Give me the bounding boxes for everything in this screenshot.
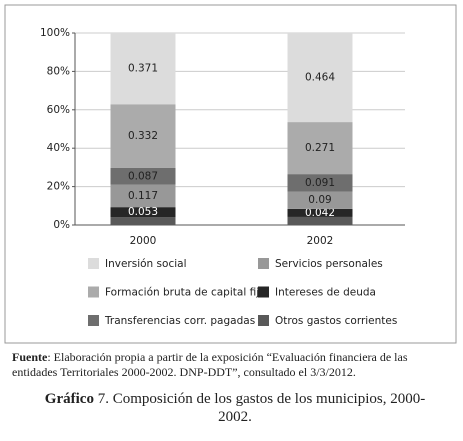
figure-text: 7. Composición de los gastos de los muni… [93,391,426,425]
legend-swatch [258,315,269,326]
legend-label: Inversión social [105,258,186,270]
legend-swatch [258,258,269,269]
chart: 0% 20% 40% 60% 80% 100% 2000 0.053 0.117 0.087 0.3… [4,4,457,344]
legend-label: Servicios personales [275,258,383,270]
value-label: 0.332 [128,130,158,142]
value-label: 0.091 [305,177,335,189]
legend-swatch [258,286,269,298]
bar-segment [110,33,176,105]
x-tick-label: 2002 [307,235,334,247]
value-label: 0.271 [305,142,335,154]
source-note: Fuente: Elaboración propia a partir de l… [12,350,452,380]
y-tick-label: 20% [47,181,70,193]
y-tick-label: 60% [47,104,70,116]
bar-segment [110,217,176,225]
y-tick-label: 80% [47,65,70,77]
source-text: : Elaboración propia a partir de la expo… [12,350,408,379]
bar-segment [287,216,353,225]
y-tick-label: 40% [47,142,70,154]
bar-segment [287,122,353,175]
legend-swatch [88,286,99,298]
bar-segment [110,167,176,185]
value-label: 0.053 [128,206,158,218]
legend-label: Transferencias corr. pagadas [104,315,255,327]
value-label: 0.09 [308,194,331,206]
bar-segment [110,104,176,168]
y-tick-label: 100% [40,27,70,39]
bar-segment [287,208,353,217]
value-label: 0.117 [128,190,158,202]
legend-swatch [88,315,99,326]
value-label: 0.042 [305,207,335,219]
legend-label: Otros gastos corrientes [275,315,397,327]
bar-segment [287,174,353,192]
legend-swatch [88,258,99,269]
figure-label: Gráfico [44,391,94,407]
source-label: Fuente [12,350,48,364]
bar-segment [287,191,353,209]
chart-frame [4,4,457,344]
x-tick-label: 2000 [130,235,157,247]
legend-label: Formación bruta de capital fijo [105,287,266,299]
y-tick-label: 0% [53,219,70,231]
bar-segment [110,184,176,208]
bar-segment [287,33,353,123]
figure-caption: Gráfico 7. Composición de los gastos de … [40,390,430,426]
value-label: 0.371 [128,63,158,75]
legend-label: Intereses de deuda [275,287,376,299]
value-label: 0.464 [305,72,335,84]
bar-segment [110,207,176,218]
value-label: 0.087 [128,170,158,182]
